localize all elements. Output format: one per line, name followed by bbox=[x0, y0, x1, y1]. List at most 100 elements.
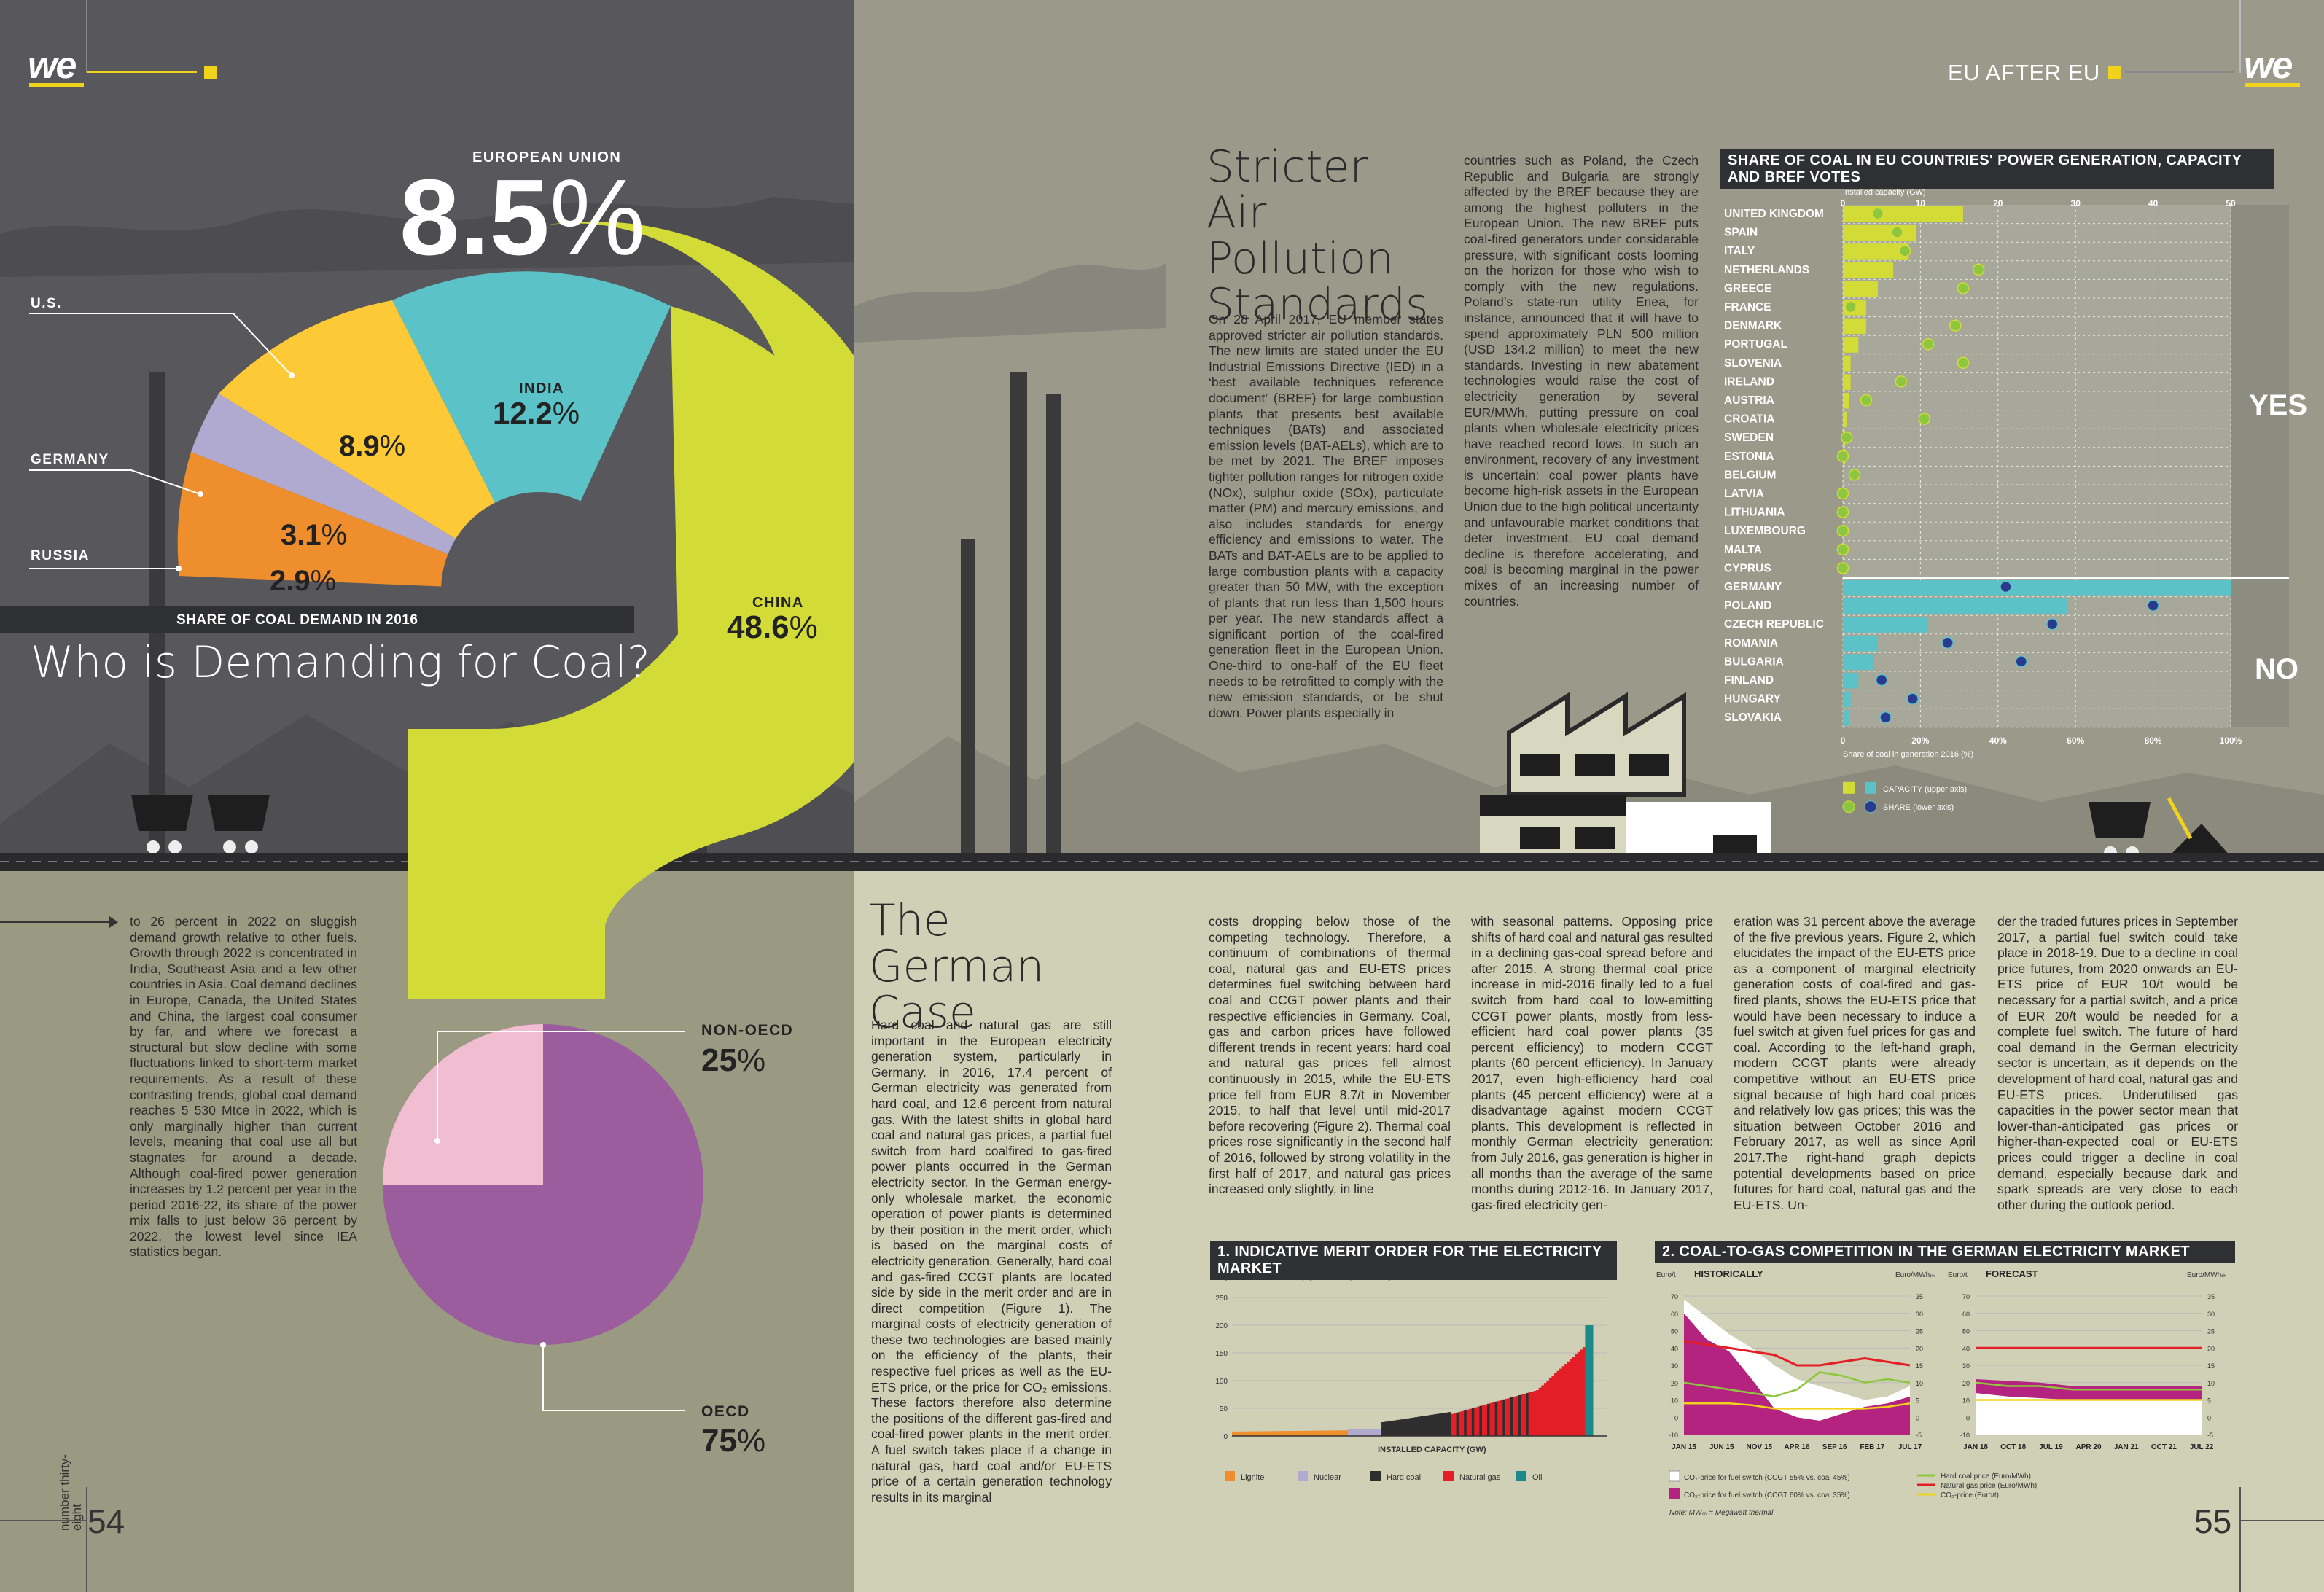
cg-xtick: APR 20 bbox=[2075, 1443, 2101, 1451]
merit-bar bbox=[1381, 1422, 1385, 1436]
capacity-bar bbox=[1843, 337, 1859, 353]
share-dot bbox=[1949, 319, 1962, 332]
header-square-right bbox=[2108, 66, 2121, 79]
merit-bar bbox=[1399, 1419, 1403, 1436]
cg-legend-label: Natural gas price (Euro/MWh) bbox=[1941, 1482, 2037, 1490]
country-label: GERMANY bbox=[1724, 581, 1782, 593]
merit-bar bbox=[1263, 1431, 1266, 1436]
merit-bar bbox=[1335, 1430, 1338, 1436]
coal-to-gas-chart: Euro/t Euro/MWhₜₕ HISTORICALLY -10 -5 0 0 10 5 20… bbox=[1656, 1268, 2226, 1517]
non-oecd-value-num: 25 bbox=[701, 1042, 737, 1078]
cg-right-tick: 15 bbox=[2207, 1362, 2215, 1370]
share-dot bbox=[1860, 394, 1873, 407]
capacity-bar bbox=[1843, 635, 1878, 652]
merit-bar bbox=[1376, 1429, 1380, 1436]
india-value: 12.2% bbox=[493, 396, 580, 431]
merit-bar bbox=[1567, 1361, 1570, 1436]
share-dot bbox=[1957, 282, 1970, 294]
logo-right[interactable]: we bbox=[2244, 44, 2293, 87]
merit-bar bbox=[1348, 1429, 1352, 1436]
merit-bar bbox=[1306, 1430, 1310, 1436]
merit-bar bbox=[1345, 1430, 1349, 1436]
merit-bar bbox=[1538, 1387, 1542, 1436]
merit-bar bbox=[1479, 1405, 1483, 1436]
bottom-tick-label: 100% bbox=[2220, 735, 2242, 746]
merit-bar bbox=[1559, 1368, 1563, 1436]
merit-bar bbox=[1330, 1430, 1333, 1436]
logo-left[interactable]: we bbox=[28, 44, 77, 87]
cg-left-tick: 70 bbox=[1962, 1293, 1970, 1300]
legend-share-label: SHARE (lower axis) bbox=[1883, 803, 1954, 812]
cg-right-unit: Euro/MWhₜₕ bbox=[2187, 1271, 2226, 1279]
article-col-2: countries such as Poland, the Czech Repu… bbox=[1464, 153, 1699, 609]
legend-cap-label: CAPACITY (upper axis) bbox=[1883, 785, 1967, 794]
merit-bar bbox=[1384, 1421, 1387, 1436]
merit-bar bbox=[1443, 1413, 1446, 1436]
share-dot bbox=[1871, 207, 1884, 220]
country-label: ROMANIA bbox=[1724, 637, 1778, 649]
share-dot bbox=[1836, 450, 1849, 463]
merit-bar bbox=[1570, 1359, 1573, 1436]
capacity-bar bbox=[1843, 654, 1874, 670]
cg-left-tick: 60 bbox=[1962, 1311, 1970, 1318]
merit-bar bbox=[1494, 1401, 1498, 1436]
merit-bar bbox=[1489, 1402, 1493, 1436]
cg-left-tick: 20 bbox=[1962, 1380, 1970, 1387]
capacity-bar bbox=[1843, 243, 1909, 260]
merit-ytick: 200 bbox=[1215, 1322, 1228, 1330]
merit-bar bbox=[1252, 1431, 1256, 1436]
eu-value: 8.5% bbox=[399, 164, 645, 272]
merit-bar bbox=[1322, 1430, 1325, 1436]
us-value-pct: % bbox=[379, 430, 406, 462]
merit-bar bbox=[1412, 1417, 1416, 1436]
capacity-bar bbox=[1843, 673, 1859, 689]
cg-legend-swatch bbox=[1669, 1488, 1680, 1499]
top-tick-label: 20 bbox=[1993, 198, 2003, 208]
share-dot bbox=[1836, 487, 1849, 500]
cg-xtick: JUN 15 bbox=[1709, 1443, 1734, 1451]
chart-caption: SHARE OF COAL DEMAND IN 2016 bbox=[176, 612, 418, 628]
legend-cap-no bbox=[1865, 781, 1876, 794]
country-label: CROATIA bbox=[1724, 413, 1774, 426]
merit-legend-swatch bbox=[1298, 1471, 1308, 1481]
merit-bar bbox=[1531, 1391, 1535, 1436]
country-label: ITALY bbox=[1724, 245, 1755, 257]
germany-slice bbox=[191, 394, 539, 590]
cg-right-unit: Euro/MWhₜₕ bbox=[1895, 1271, 1935, 1279]
merit-bar bbox=[1296, 1430, 1300, 1436]
share-dot bbox=[1895, 375, 1908, 388]
cg-left-tick: 50 bbox=[1671, 1328, 1678, 1335]
cg-left-tick: 40 bbox=[1962, 1345, 1970, 1352]
capacity-bar bbox=[1843, 262, 1894, 278]
merit-bar bbox=[1370, 1429, 1374, 1436]
country-label: CYPRUS bbox=[1724, 562, 1771, 574]
legend-share-yes bbox=[1842, 800, 1855, 813]
top-axis-label: Installed capacity (GW) bbox=[1843, 188, 1926, 197]
china-slice bbox=[408, 221, 854, 999]
share-dot bbox=[1836, 524, 1849, 537]
merit-bar bbox=[1526, 1392, 1529, 1436]
russia-value-num: 2.9 bbox=[270, 565, 311, 597]
capacity-bar bbox=[1843, 710, 1849, 726]
share-dot bbox=[1906, 692, 1919, 705]
header-line-left bbox=[87, 71, 197, 73]
merit-bar bbox=[1409, 1418, 1413, 1436]
merit-bar bbox=[1553, 1373, 1557, 1436]
yes-side bbox=[2231, 205, 2289, 578]
capacity-bar bbox=[1843, 355, 1851, 372]
cg-right-tick: 5 bbox=[2207, 1397, 2211, 1405]
oecd-value-pct: % bbox=[736, 1423, 766, 1459]
merit-bar bbox=[1456, 1412, 1459, 1436]
merit-bar bbox=[1394, 1420, 1397, 1436]
merit-bar bbox=[1298, 1430, 1302, 1436]
merit-bar bbox=[1244, 1431, 1248, 1436]
cg-gas-line bbox=[1683, 1340, 1911, 1367]
header-square-left bbox=[204, 66, 217, 79]
merit-legend-label: Hard coal bbox=[1387, 1473, 1421, 1482]
merit-bar bbox=[1249, 1431, 1253, 1436]
merit-order-chart: Marginal costs of electricity generation… bbox=[1210, 1272, 1607, 1482]
capacity-bar bbox=[1843, 206, 1963, 222]
cg-left-tick: -10 bbox=[1960, 1432, 1970, 1439]
merit-bar bbox=[1314, 1430, 1318, 1436]
merit-bar bbox=[1548, 1378, 1552, 1436]
